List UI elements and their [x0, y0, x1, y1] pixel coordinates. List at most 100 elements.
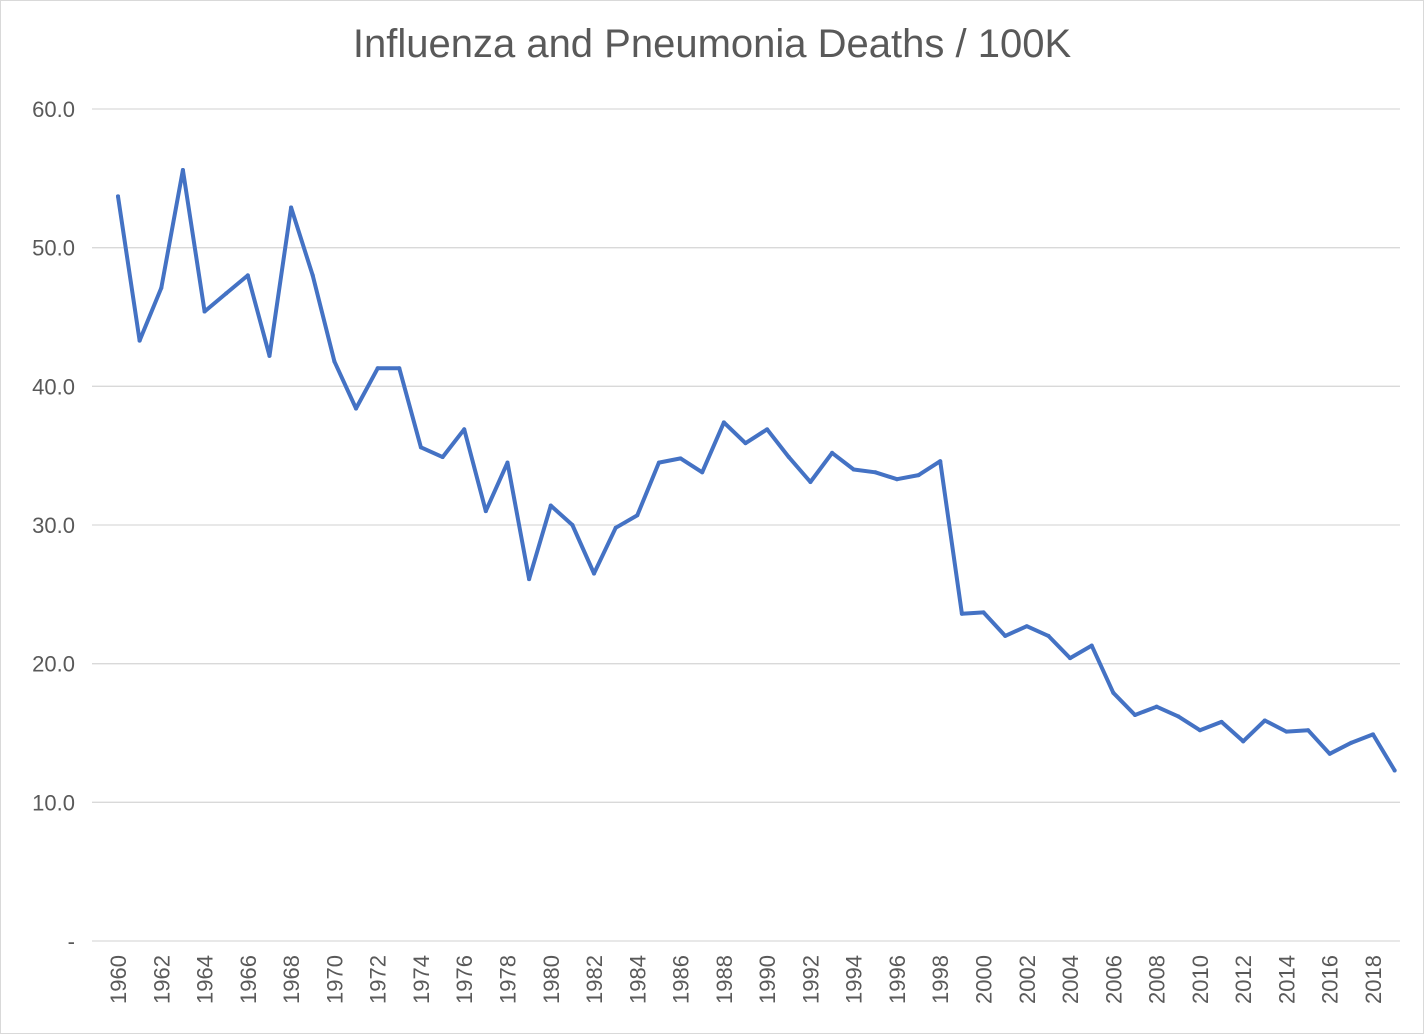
- x-tick-label: 1986: [669, 955, 694, 1004]
- x-tick-label: 1988: [712, 955, 737, 1004]
- data-point: [1046, 633, 1051, 638]
- data-point: [1262, 718, 1267, 723]
- x-tick-label: 1996: [885, 955, 910, 1004]
- data-point: [1024, 624, 1029, 629]
- data-point: [743, 441, 748, 446]
- x-tick-label: 1968: [279, 955, 304, 1004]
- data-point: [137, 338, 142, 343]
- x-tick-label: 1998: [928, 955, 953, 1004]
- data-point: [462, 427, 467, 432]
- x-tick-label: 1960: [106, 955, 131, 1004]
- data-point: [1241, 739, 1246, 744]
- data-point: [548, 503, 553, 508]
- data-point: [916, 473, 921, 478]
- x-tick-label: 1972: [366, 955, 391, 1004]
- data-point: [1068, 656, 1073, 661]
- data-point: [1392, 768, 1397, 773]
- data-point: [310, 273, 315, 278]
- data-point: [981, 610, 986, 615]
- data-point: [765, 427, 770, 432]
- x-tick-label: 2002: [1015, 955, 1040, 1004]
- data-point: [267, 353, 272, 358]
- y-tick-label: 50.0: [32, 236, 75, 261]
- y-tick-label: 20.0: [32, 652, 75, 677]
- x-tick-label: 2006: [1101, 955, 1126, 1004]
- x-tick-label: 2008: [1145, 955, 1170, 1004]
- y-tick-label: 40.0: [32, 374, 75, 399]
- data-point: [570, 523, 575, 527]
- data-point: [721, 420, 726, 425]
- y-tick-label: 60.0: [32, 97, 75, 122]
- data-point: [483, 509, 488, 514]
- data-point: [159, 285, 164, 290]
- data-point: [1197, 728, 1202, 733]
- data-point: [1154, 704, 1159, 709]
- x-tick-label: 2016: [1318, 955, 1343, 1004]
- x-tick-label: 2012: [1231, 955, 1256, 1004]
- data-point: [1003, 633, 1008, 638]
- data-point: [938, 459, 943, 464]
- data-point: [592, 571, 597, 576]
- x-tick-label: 1978: [495, 955, 520, 1004]
- data-point: [1089, 643, 1094, 648]
- x-tick-label: 1974: [409, 955, 434, 1004]
- data-point: [894, 477, 899, 482]
- y-tick-label: 30.0: [32, 513, 75, 538]
- data-point: [1176, 714, 1181, 719]
- x-tick-label: 1980: [539, 955, 564, 1004]
- data-point: [245, 273, 250, 278]
- data-point: [332, 359, 337, 364]
- data-point: [505, 460, 510, 465]
- data-point: [202, 309, 207, 314]
- data-point: [116, 194, 120, 199]
- data-point: [1111, 690, 1116, 695]
- data-point: [418, 445, 423, 450]
- x-tick-label: 1992: [798, 955, 823, 1004]
- x-tick-label: 2004: [1058, 955, 1083, 1004]
- data-point: [354, 406, 359, 411]
- data-point: [851, 467, 856, 472]
- data-point: [1132, 712, 1137, 717]
- data-point: [1284, 729, 1289, 734]
- data-point: [613, 525, 618, 530]
- data-point: [397, 366, 402, 371]
- data-point: [830, 450, 835, 455]
- y-tick-label: -: [68, 929, 75, 954]
- data-point: [873, 470, 878, 475]
- x-tick-label: 1970: [322, 955, 347, 1004]
- x-tick-label: 2000: [972, 955, 997, 1004]
- x-tick-label: 1994: [842, 955, 867, 1004]
- data-point: [678, 456, 683, 461]
- y-tick-label: 10.0: [32, 790, 75, 815]
- data-point: [224, 291, 229, 296]
- data-point: [1327, 751, 1332, 756]
- data-point: [700, 470, 705, 475]
- data-point: [375, 366, 380, 371]
- data-point: [1349, 740, 1354, 745]
- data-point: [289, 205, 294, 210]
- data-point: [527, 577, 532, 582]
- x-tick-label: 2010: [1188, 955, 1213, 1004]
- data-point: [786, 455, 791, 460]
- x-tick-label: 2018: [1361, 955, 1386, 1004]
- data-point: [1219, 719, 1224, 724]
- data-point: [808, 480, 813, 485]
- data-point: [635, 513, 640, 518]
- x-tick-label: 1966: [236, 955, 261, 1004]
- data-point: [440, 455, 445, 460]
- x-tick-label: 1982: [582, 955, 607, 1004]
- x-tick-label: 1984: [625, 955, 650, 1004]
- data-point: [656, 460, 661, 465]
- data-point: [180, 168, 185, 173]
- chart-title: Influenza and Pneumonia Deaths / 100K: [352, 22, 1072, 66]
- x-tick-label: 1976: [452, 955, 477, 1004]
- data-point: [1371, 732, 1375, 737]
- series-line: [116, 168, 1397, 773]
- x-tick-label: 1964: [193, 955, 218, 1004]
- data-point: [959, 611, 964, 616]
- x-tick-label: 2014: [1274, 955, 1299, 1004]
- x-tick-label: 1962: [149, 955, 174, 1004]
- data-point: [1306, 728, 1311, 733]
- x-tick-label: 1990: [755, 955, 780, 1004]
